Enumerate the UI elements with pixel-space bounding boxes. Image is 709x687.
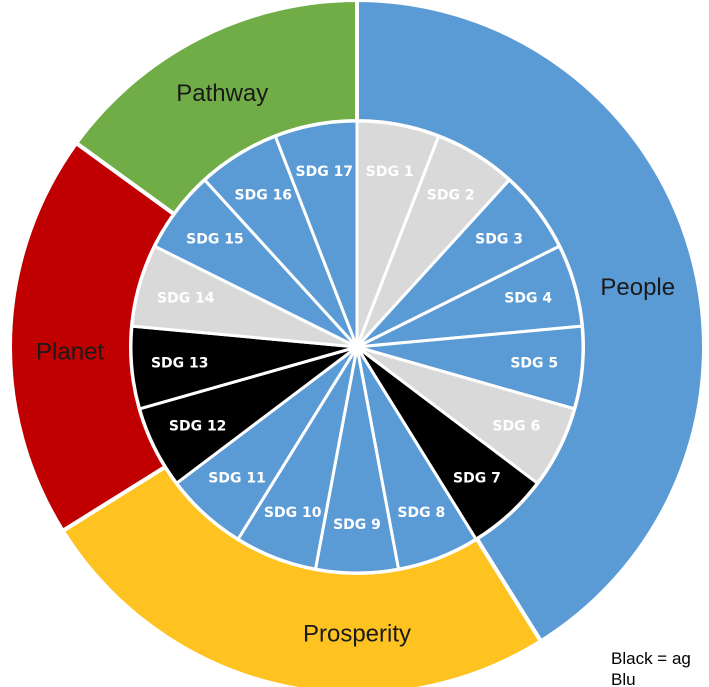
sdg-label-8: SDG 8 [397,505,445,521]
sdg-label-12: SDG 12 [169,418,227,434]
sdg-label-2: SDG 2 [427,188,475,204]
sdg-label-16: SDG 16 [235,188,293,204]
inner-ring [129,119,585,575]
legend-line-2: Blu [611,670,636,687]
outer-ring [8,0,706,687]
sdg-labels: SDG 1 SDG 2 SDG 3 SDG 4 SDG 5 SDG 6 SDG 7 SDG 8… [151,164,558,533]
sdg-label-9: SDG 9 [333,517,381,533]
legend-line-1: Black = ag [611,649,691,668]
sdg-label-13: SDG 13 [151,355,209,371]
outer-label-planet: Planet [36,339,104,366]
sdg-label-10: SDG 10 [264,505,322,521]
sdg-label-17: SDG 17 [296,164,354,180]
sdg-label-7: SDG 7 [453,471,501,487]
sdg-label-4: SDG 4 [504,290,552,306]
outer-ring-labels: People Prosperity Planet Pathway [36,80,675,647]
sdg-label-1: SDG 1 [366,164,414,180]
sdg-label-15: SDG 15 [186,232,244,248]
sdg-label-3: SDG 3 [475,232,523,248]
sdg-label-14: SDG 14 [157,290,215,306]
sdg-wedge-17 [273,119,359,349]
outer-label-prosperity: Prosperity [303,621,411,648]
sdg-label-11: SDG 11 [208,471,266,487]
sdg-label-6: SDG 6 [492,418,540,434]
outer-label-people: People [600,274,675,301]
sdg-label-5: SDG 5 [510,355,558,371]
outer-label-pathway: Pathway [176,80,268,107]
legend: Black = ag Blu [611,648,709,687]
